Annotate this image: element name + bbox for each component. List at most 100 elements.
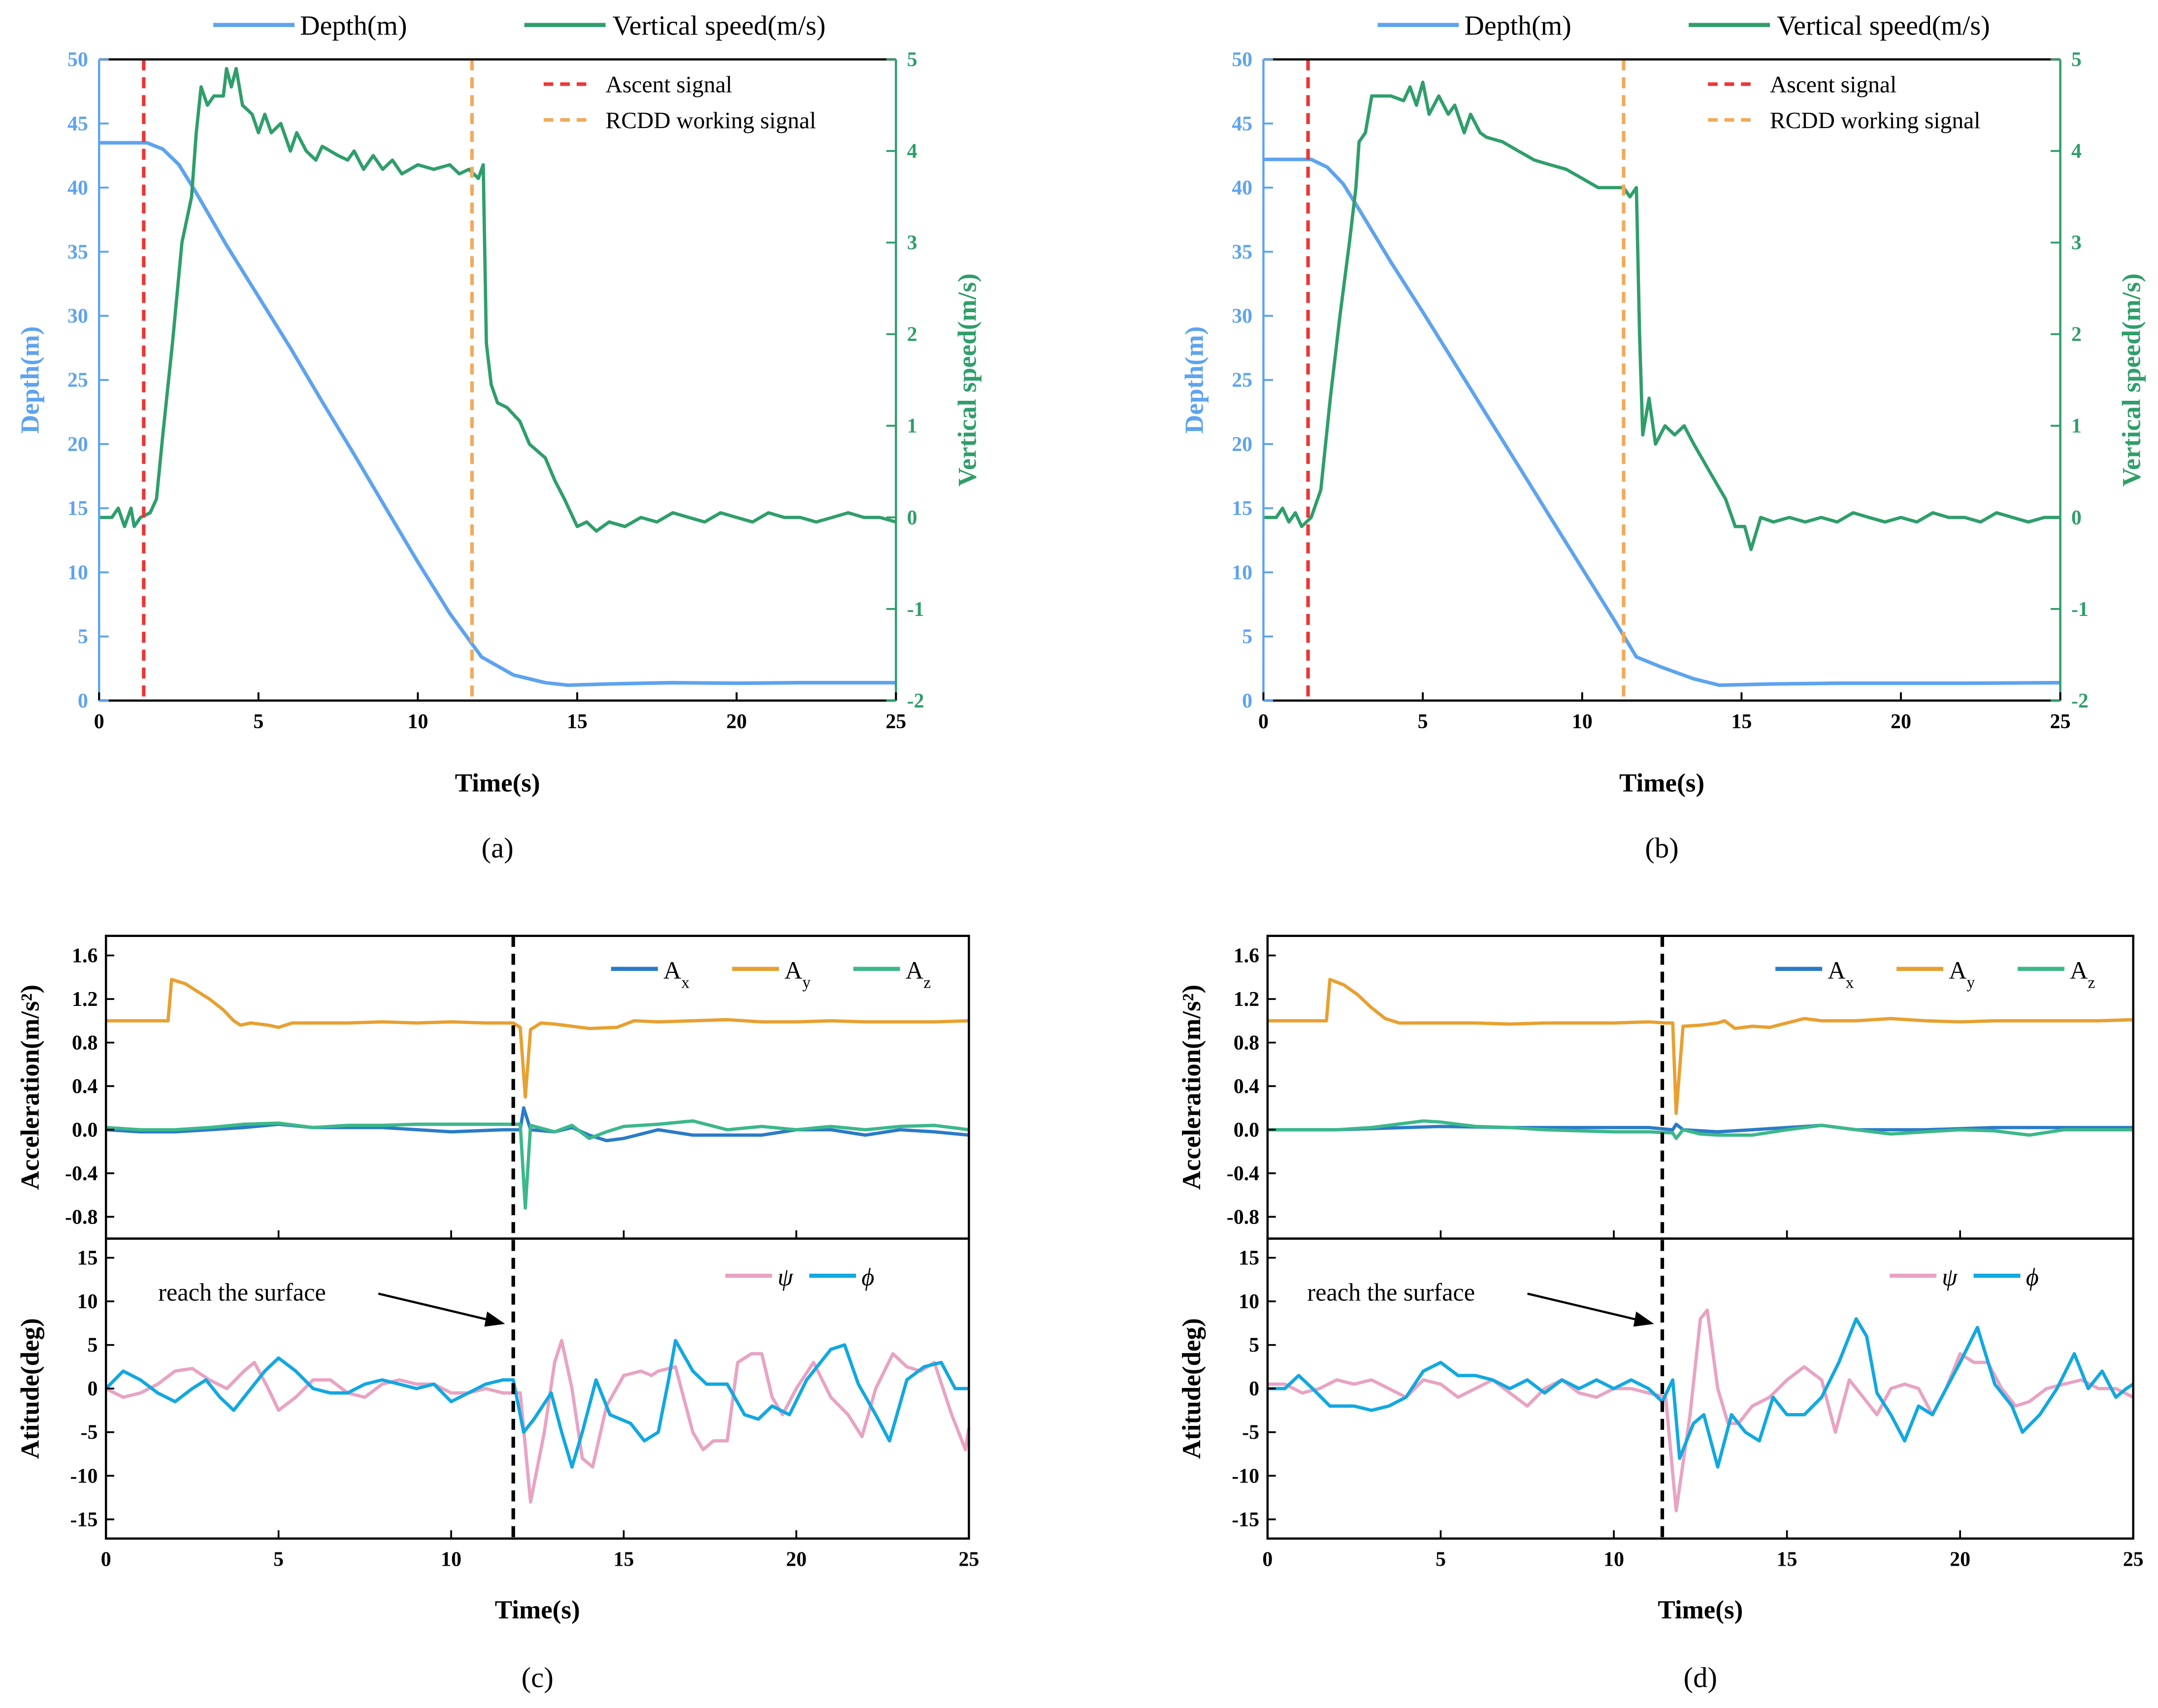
y-tick-label: 10 <box>67 561 88 584</box>
attitude-y-tick-label: -15 <box>70 1509 98 1531</box>
attitude-y-tick-label: 10 <box>77 1290 98 1313</box>
x-tick-label: 5 <box>273 1548 284 1571</box>
y-tick-label: 0 <box>1242 690 1252 712</box>
x-tick-label: 10 <box>1603 1548 1624 1571</box>
accel-y-tick-label: -0.4 <box>1227 1162 1259 1185</box>
accel-y-tick-label: -0.8 <box>1227 1206 1259 1228</box>
attitude-y-tick-label: -15 <box>1232 1509 1259 1531</box>
attitude-series-phi <box>104 1339 969 1469</box>
attitude-y-axis-label: Atitude(deg) <box>1177 1318 1206 1459</box>
panel-label: (a) <box>482 832 514 864</box>
y-tick-label: 50 <box>1232 49 1252 71</box>
accel-legend-label: Ax <box>663 956 689 992</box>
accel-frame <box>104 935 970 1240</box>
accel-series-ay <box>106 978 969 1099</box>
attitude-y-tick-label: 0 <box>87 1378 98 1400</box>
y2-axis-label: Vertical speed(m/s) <box>2118 273 2146 486</box>
y2-tick-label: 2 <box>2071 323 2082 346</box>
y-tick-label: 40 <box>67 177 88 199</box>
accel-legend-label: Az <box>2070 956 2095 992</box>
x-tick-label: 15 <box>567 710 588 733</box>
y-tick-label: 30 <box>67 305 88 327</box>
y-tick-label: 5 <box>1242 626 1252 648</box>
x-tick-label: 10 <box>408 710 428 733</box>
legend-label-ascent: Ascent signal <box>1770 72 1896 98</box>
accel-frame <box>1266 935 2134 1240</box>
y-tick-label: 30 <box>1232 305 1252 327</box>
x-tick-label: 20 <box>786 1548 807 1571</box>
y2-tick-label: 5 <box>907 49 917 71</box>
accel-y-tick-label: 0.0 <box>72 1119 98 1141</box>
y2-tick-label: 3 <box>2071 232 2082 255</box>
x-tick-label: 25 <box>2123 1548 2144 1571</box>
arrow-head-icon <box>1633 1311 1654 1327</box>
x-tick-label: 20 <box>726 710 747 733</box>
attitude-legend-label: ϕ <box>2026 1263 2039 1291</box>
x-tick-label: 25 <box>958 1548 979 1571</box>
attitude-legend-label: ψ <box>1942 1263 1958 1291</box>
accel-y-tick-label: 0.8 <box>1234 1031 1259 1054</box>
attitude-y-axis-label: Atitude(deg) <box>16 1318 44 1459</box>
y2-tick-label: 0 <box>2071 507 2082 529</box>
y-axis-label: Depth(m) <box>1180 326 1209 434</box>
accel-y-tick-label: 1.6 <box>72 945 98 967</box>
y-tick-label: 40 <box>1232 177 1252 199</box>
series-line-verticalspeedms <box>99 66 897 533</box>
accel-y-tick-label: -0.8 <box>65 1206 98 1228</box>
x-axis-label: Time(s) <box>495 1596 580 1624</box>
x-tick-label: 0 <box>101 1548 111 1571</box>
y2-tick-label: 5 <box>2071 49 2082 71</box>
x-tick-label: 5 <box>253 710 263 733</box>
y2-tick-label: -1 <box>2071 598 2089 621</box>
x-tick-label: 25 <box>2050 710 2071 733</box>
accel-y-tick-label: 1.2 <box>72 988 98 1011</box>
attitude-y-tick-label: -5 <box>1242 1421 1259 1444</box>
y2-tick-label: 1 <box>2071 415 2082 438</box>
accel-y-tick-label: 1.2 <box>1234 988 1259 1011</box>
accel-legend-label: Ax <box>1828 956 1854 992</box>
x-tick-label: 15 <box>1777 1548 1798 1571</box>
attitude-y-tick-label: -10 <box>70 1465 98 1487</box>
attitude-y-tick-label: 0 <box>1249 1378 1259 1400</box>
accel-y-tick-label: 1.6 <box>1234 945 1259 967</box>
attitude-y-tick-label: -10 <box>1232 1465 1259 1487</box>
series-line-depthm <box>99 141 896 687</box>
y2-tick-label: 0 <box>907 507 917 529</box>
y2-axis-label: Vertical speed(m/s) <box>953 273 981 486</box>
y-tick-label: 5 <box>78 626 88 648</box>
y-tick-label: 35 <box>1232 241 1252 263</box>
arrow-head-icon <box>484 1311 505 1327</box>
attitude-series-phi <box>1267 1317 2134 1469</box>
y-tick-label: 15 <box>1232 497 1252 520</box>
x-tick-label: 15 <box>1731 710 1752 733</box>
accel-series-az <box>1267 1119 2133 1140</box>
accel-y-axis-label: Acceleration(m/s²) <box>1177 985 1206 1190</box>
accel-y-axis-label: Acceleration(m/s²) <box>16 985 44 1190</box>
y2-tick-label: 2 <box>907 323 917 346</box>
accel-y-tick-label: 0.8 <box>72 1031 98 1054</box>
annotation-text: reach the surface <box>158 1278 326 1306</box>
y2-tick-label: -1 <box>907 598 924 621</box>
legend-label-depth: Depth(m) <box>300 10 407 41</box>
chart-panel-b: 0 5 10 15 20 2505101520253035404550-2-1012345… <box>1180 10 2146 864</box>
attitude-series-psi <box>105 1339 971 1504</box>
x-tick-label: 20 <box>1891 710 1911 733</box>
accel-legend-label: Ay <box>1949 956 1975 992</box>
y-tick-label: 25 <box>67 369 88 392</box>
y2-tick-label: 1 <box>907 415 917 438</box>
y-tick-label: 35 <box>67 241 88 263</box>
x-tick-label: 20 <box>1950 1548 1970 1571</box>
accel-series-az <box>105 1119 969 1210</box>
accel-y-tick-label: 0.4 <box>1234 1075 1259 1098</box>
series-line-depthm <box>1263 158 2060 687</box>
attitude-frame <box>1266 1237 2134 1540</box>
chart-panel-a: 0 5 10 15 20 2505101520253035404550-2-1012345… <box>16 10 981 864</box>
legend-label-depth: Depth(m) <box>1464 10 1571 41</box>
panel-label: (d) <box>1684 1662 1717 1694</box>
x-tick-label: 25 <box>885 710 906 733</box>
y-tick-label: 0 <box>78 690 88 712</box>
x-tick-label: 15 <box>614 1548 634 1571</box>
x-axis-label: Time(s) <box>455 769 540 797</box>
legend-label-ascent: Ascent signal <box>606 72 732 98</box>
